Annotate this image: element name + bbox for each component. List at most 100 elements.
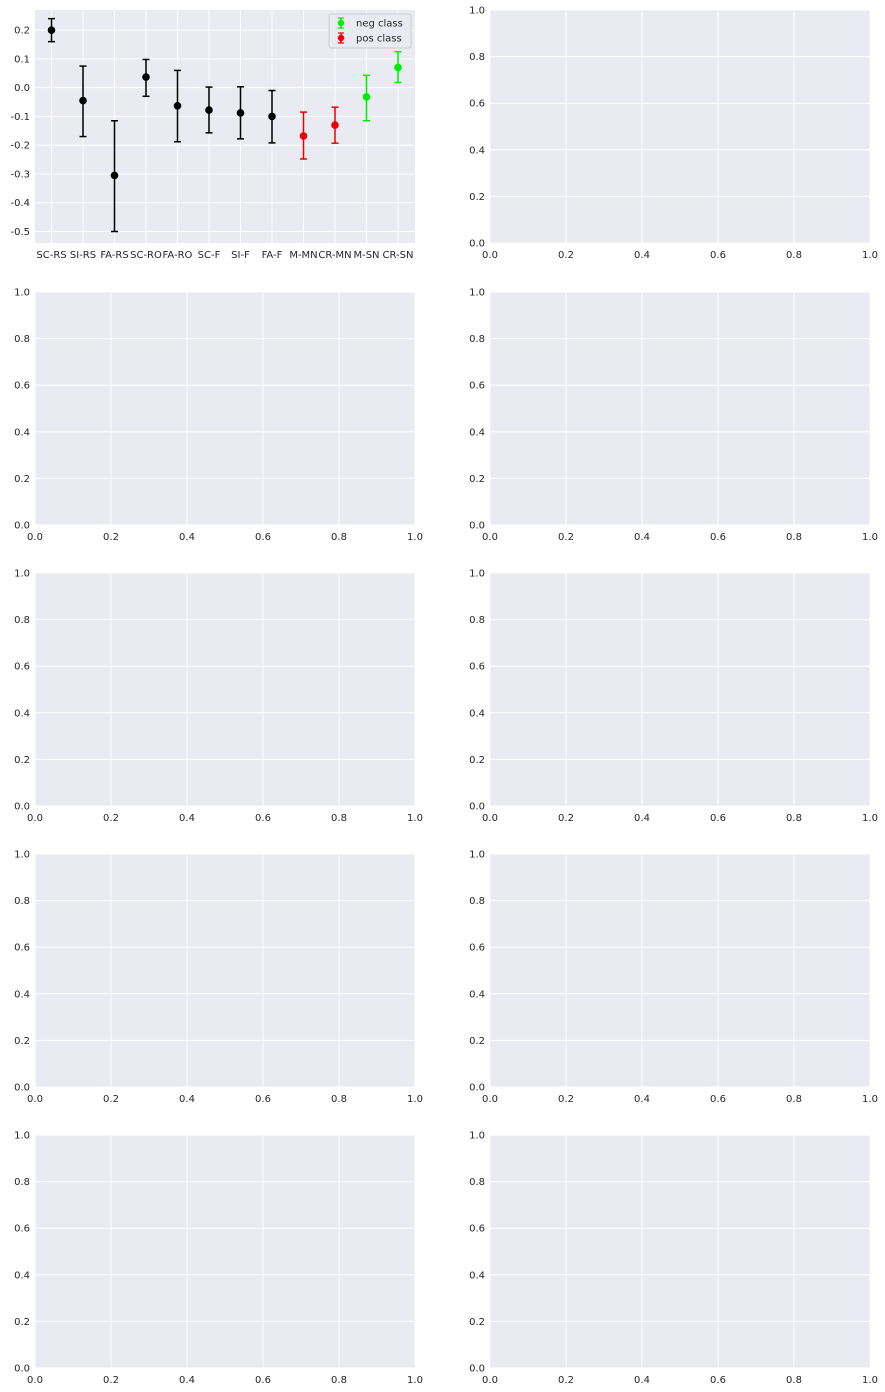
y-tick-label: 0.0 bbox=[14, 521, 30, 532]
y-tick-label: 0.2 bbox=[14, 474, 30, 485]
data-point bbox=[173, 101, 182, 110]
y-tick-label: 1.0 bbox=[469, 6, 485, 17]
x-tick-label: 0.6 bbox=[255, 1375, 271, 1386]
legend-marker bbox=[337, 19, 345, 27]
y-tick-label: 0.2 bbox=[14, 755, 30, 766]
x-tick-label: 0.8 bbox=[331, 813, 347, 824]
y-tick-label: 0.4 bbox=[14, 1270, 30, 1281]
axes-background bbox=[490, 292, 870, 525]
x-tick-label: 0.6 bbox=[255, 813, 271, 824]
x-tick-label: SC-RS bbox=[36, 250, 66, 261]
y-tick-label: 0.6 bbox=[469, 99, 485, 110]
errorbar-point-sc-rs bbox=[47, 17, 56, 43]
y-tick-label: 0.0 bbox=[14, 1364, 30, 1375]
data-point bbox=[205, 106, 213, 114]
subplot-5: 0.0 0.2 0.4 0.6 0.8 1.0 0.0 0.2 0.4 0.6 0.8 1.0 bbox=[14, 569, 423, 825]
x-tick-label: 0.4 bbox=[634, 250, 650, 261]
y-tick-label: 1.0 bbox=[14, 1131, 30, 1142]
y-tick-label: 0.1 bbox=[14, 54, 30, 65]
x-tick-label: 0.2 bbox=[103, 1094, 119, 1105]
x-tick-label: 0.0 bbox=[482, 813, 498, 824]
data-point bbox=[236, 109, 245, 117]
errorbar-point-cr-sn bbox=[394, 50, 402, 84]
subplot-8: 0.0 0.2 0.4 0.6 0.8 1.0 0.0 0.2 0.4 0.6 0.8 1.0 bbox=[469, 850, 878, 1106]
x-tick-label: 0.0 bbox=[482, 1094, 498, 1105]
subplot-10: 0.0 0.2 0.4 0.6 0.8 1.0 0.0 0.2 0.4 0.6 0.8 1.0 bbox=[469, 1131, 878, 1387]
y-tick-label: 0.8 bbox=[469, 1177, 485, 1188]
x-tick-label: 0.8 bbox=[786, 813, 802, 824]
y-tick-label: 0.0 bbox=[14, 1083, 30, 1094]
data-point bbox=[394, 63, 402, 72]
x-tick-label: 0.0 bbox=[482, 532, 498, 543]
y-tick-label: -0.5 bbox=[10, 227, 30, 238]
axes-background bbox=[35, 573, 415, 806]
errorbar-point-si-f bbox=[236, 86, 245, 140]
x-tick-label: 0.2 bbox=[558, 1094, 574, 1105]
data-point bbox=[79, 96, 87, 105]
x-tick-label: SI-F bbox=[231, 250, 250, 261]
data-point bbox=[299, 132, 308, 140]
x-tick-label: 0.8 bbox=[786, 250, 802, 261]
x-tick-label: 0.2 bbox=[558, 1375, 574, 1386]
x-tick-label: 0.2 bbox=[103, 532, 119, 543]
y-tick-label: 0.6 bbox=[14, 381, 30, 392]
y-tick-label: 0.8 bbox=[469, 52, 485, 63]
y-tick-label: 0.0 bbox=[469, 1083, 485, 1094]
x-tick-label: 1.0 bbox=[862, 250, 878, 261]
x-tick-label: 0.6 bbox=[710, 1094, 726, 1105]
legend-entry: neg class bbox=[337, 17, 403, 30]
y-tick-label: 1.0 bbox=[469, 850, 485, 861]
subplot-3: 0.0 0.2 0.4 0.6 0.8 1.0 0.0 0.2 0.4 0.6 0.8 1.0 bbox=[14, 288, 423, 544]
x-tick-label: 1.0 bbox=[407, 813, 423, 824]
errorbar-point-fa-ro bbox=[173, 69, 182, 143]
y-tick-label: 0.0 bbox=[14, 802, 30, 813]
legend-entry: pos class bbox=[337, 32, 402, 45]
x-tick-label: 0.0 bbox=[482, 1375, 498, 1386]
subplot-9: 0.0 0.2 0.4 0.6 0.8 1.0 0.0 0.2 0.4 0.6 0.8 1.0 bbox=[14, 1131, 423, 1387]
x-tick-label: 0.0 bbox=[27, 1375, 43, 1386]
x-tick-label: 0.8 bbox=[786, 1094, 802, 1105]
y-tick-label: 0.8 bbox=[14, 1177, 30, 1188]
x-tick-label: M-MN bbox=[289, 250, 317, 261]
y-tick-label: 0.2 bbox=[469, 755, 485, 766]
y-tick-label: 0.8 bbox=[469, 334, 485, 345]
y-tick-label: 1.0 bbox=[469, 288, 485, 299]
axes-background bbox=[490, 10, 870, 243]
x-tick-label: 0.4 bbox=[179, 1375, 195, 1386]
x-tick-label: 0.6 bbox=[710, 813, 726, 824]
x-tick-label: CR-SN bbox=[383, 250, 414, 261]
subplot-1: 0.2 0.1 0.0 -0.1 -0.2 -0.3 -0.4 -0.5 SC-RS SI-RS F… bbox=[10, 10, 415, 261]
data-point bbox=[47, 26, 56, 34]
x-tick-label: CR-MN bbox=[318, 250, 351, 261]
y-tick-label: 0.4 bbox=[469, 1270, 485, 1281]
y-tick-label: 1.0 bbox=[14, 288, 30, 299]
x-tick-label: SI-RS bbox=[70, 250, 96, 261]
y-tick-label: 0.8 bbox=[469, 615, 485, 626]
y-tick-label: -0.1 bbox=[10, 112, 30, 123]
x-tick-label: 0.0 bbox=[482, 250, 498, 261]
y-tick-label: 0.8 bbox=[14, 615, 30, 626]
y-tick-label: 0.0 bbox=[469, 521, 485, 532]
data-point bbox=[142, 73, 150, 81]
y-tick-label: 0.0 bbox=[469, 802, 485, 813]
errorbar-point-cr-mn bbox=[331, 106, 339, 144]
x-tick-label: 0.2 bbox=[103, 813, 119, 824]
y-tick-label: 0.6 bbox=[469, 1224, 485, 1235]
y-tick-label: 0.4 bbox=[469, 427, 485, 438]
axes-background bbox=[490, 573, 870, 806]
y-tick-label: 0.4 bbox=[14, 989, 30, 1000]
y-tick-label: 1.0 bbox=[469, 569, 485, 580]
x-tick-label: FA-RO bbox=[163, 250, 193, 261]
errorbar-point-sc-f bbox=[205, 86, 213, 134]
axes-background bbox=[490, 1135, 870, 1368]
y-tick-label: 0.4 bbox=[469, 708, 485, 719]
y-tick-label: 0.0 bbox=[469, 239, 485, 250]
errorbar-point-m-mn bbox=[299, 111, 308, 160]
x-tick-label: 0.4 bbox=[634, 532, 650, 543]
x-tick-label: 1.0 bbox=[407, 1375, 423, 1386]
x-tick-label: SC-F bbox=[198, 250, 221, 261]
x-tick-label: 1.0 bbox=[407, 1094, 423, 1105]
y-tick-label: 0.6 bbox=[14, 943, 30, 954]
y-tick-label: 0.4 bbox=[469, 989, 485, 1000]
